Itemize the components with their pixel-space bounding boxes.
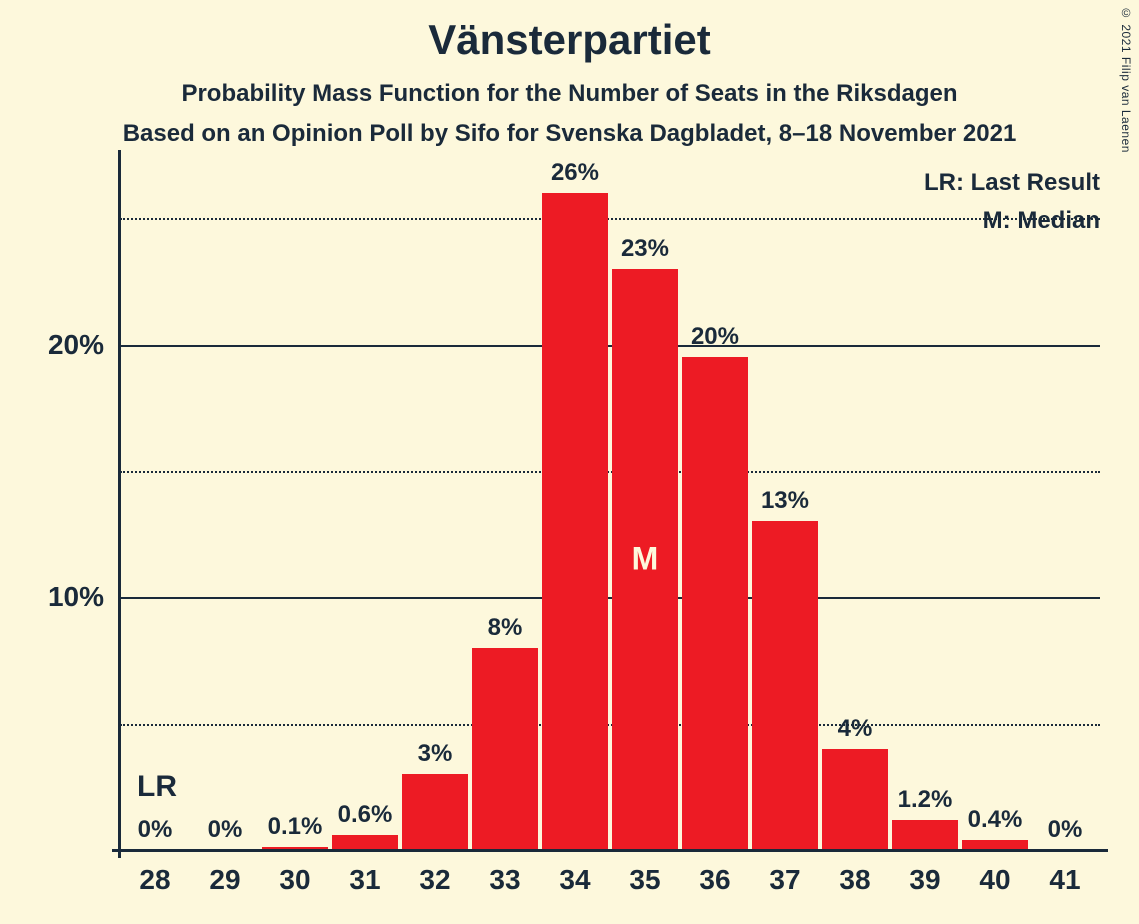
y-axis (118, 150, 121, 858)
bar-value-label: 13% (761, 487, 809, 515)
x-tick-label: 32 (419, 864, 450, 896)
bar: 23%M (612, 269, 678, 850)
last-result-marker: LR (137, 770, 177, 804)
median-marker: M (632, 541, 659, 578)
bar: 0.6% (332, 835, 398, 850)
bar-value-label: 0% (208, 816, 243, 844)
x-tick-label: 29 (209, 864, 240, 896)
gridline-major (120, 597, 1100, 599)
bar: 8% (472, 648, 538, 850)
x-tick-label: 40 (979, 864, 1010, 896)
gridline-minor (120, 471, 1100, 473)
chart-canvas: © 2021 Filip van Laenen Vänsterpartiet P… (0, 0, 1139, 924)
chart-subtitle-2: Based on an Opinion Poll by Sifo for Sve… (0, 120, 1139, 148)
y-tick-label: 10% (48, 581, 104, 613)
bar: 20% (682, 357, 748, 850)
chart-title: Vänsterpartiet (0, 16, 1139, 64)
bar-value-label: 3% (418, 740, 453, 768)
bar: 4% (822, 749, 888, 850)
x-tick-label: 41 (1049, 864, 1080, 896)
bar-value-label: 0.6% (338, 801, 393, 829)
bar-value-label: 1.2% (898, 786, 953, 814)
bar: 3% (402, 774, 468, 850)
x-tick-label: 38 (839, 864, 870, 896)
bar: 26% (542, 193, 608, 850)
bar-value-label: 0% (1048, 816, 1083, 844)
bar-value-label: 26% (551, 159, 599, 187)
x-tick-label: 36 (699, 864, 730, 896)
bar-value-label: 20% (691, 323, 739, 351)
x-axis (112, 849, 1108, 852)
plot-area: LR: Last Result M: Median 10%20%0%280%29… (120, 160, 1100, 850)
bar-value-label: 23% (621, 235, 669, 263)
x-tick-label: 37 (769, 864, 800, 896)
x-tick-label: 34 (559, 864, 590, 896)
legend-lr: LR: Last Result (924, 164, 1100, 202)
bar-value-label: 0.1% (268, 813, 323, 841)
chart-subtitle-1: Probability Mass Function for the Number… (0, 80, 1139, 108)
bar-value-label: 0% (138, 816, 173, 844)
x-tick-label: 28 (139, 864, 170, 896)
gridline-major (120, 345, 1100, 347)
bar-value-label: 4% (838, 715, 873, 743)
bar: 1.2% (892, 820, 958, 850)
bar: 13% (752, 521, 818, 850)
bar-value-label: 0.4% (968, 806, 1023, 834)
legend: LR: Last Result M: Median (924, 164, 1100, 241)
x-tick-label: 30 (279, 864, 310, 896)
gridline-minor (120, 724, 1100, 726)
x-tick-label: 35 (629, 864, 660, 896)
y-tick-label: 20% (48, 329, 104, 361)
x-tick-label: 31 (349, 864, 380, 896)
x-tick-label: 33 (489, 864, 520, 896)
bar-value-label: 8% (488, 614, 523, 642)
x-tick-label: 39 (909, 864, 940, 896)
legend-m: M: Median (924, 202, 1100, 240)
